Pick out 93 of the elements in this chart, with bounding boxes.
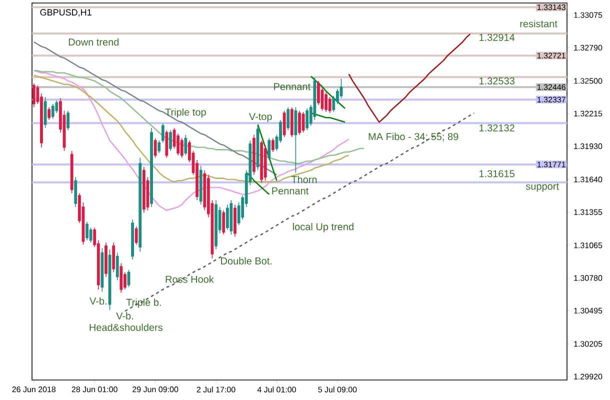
candlestick	[222, 210, 226, 235]
candlestick	[70, 150, 74, 194]
y-tick-label: 1.33075	[574, 12, 602, 18]
x-tick-label: 26 Jun 2018	[12, 386, 56, 392]
candlestick	[199, 165, 202, 206]
y-tick-label: 1.30780	[574, 275, 602, 281]
annotation: Down trend	[68, 38, 119, 46]
x-tick-label: 28 Jun 01:00	[72, 386, 118, 392]
x-tick-label: 2 Jul 17:00	[196, 386, 236, 392]
candlestick	[108, 248, 112, 310]
candlestick	[252, 134, 256, 176]
ref-line-label: 1.32446	[538, 84, 566, 90]
annotation: 1.32533	[480, 77, 514, 84]
candlestick	[268, 138, 271, 160]
candlestick	[138, 157, 142, 252]
candlestick	[290, 106, 294, 138]
annotation: V-b.	[116, 312, 133, 320]
candlestick	[324, 92, 328, 112]
annotation: Double Bot.	[221, 257, 272, 264]
y-tick-label: 1.32500	[574, 78, 602, 84]
y-tick-label: 1.31355	[574, 209, 602, 215]
line-series	[310, 76, 346, 110]
candlestick	[154, 138, 157, 158]
line-series	[246, 172, 270, 196]
ref-line-label: 1.33143	[538, 4, 566, 10]
annotation: Pennant	[274, 83, 310, 90]
annotation: MA Fibo - 34; 55; 89	[368, 132, 458, 142]
line-series	[310, 112, 346, 123]
candlestick	[74, 176, 78, 208]
candlestick	[169, 130, 172, 152]
y-tick-label: 1.30205	[574, 341, 602, 347]
candlestick	[112, 242, 116, 273]
candlestick	[51, 103, 54, 120]
text: GBPUSD,H1	[40, 9, 92, 17]
candlestick	[184, 134, 188, 156]
y-tick-label: 1.32790	[574, 44, 602, 51]
candlestick	[230, 200, 233, 235]
annotation: 1.31615	[480, 170, 514, 178]
ref-line-label: 1.31771	[538, 162, 566, 168]
candlestick	[214, 200, 218, 250]
annotation: local Up trend	[293, 222, 354, 232]
annotation: Ross Hook	[166, 275, 214, 283]
annotation: 1.32132	[480, 124, 514, 132]
candlestick	[32, 82, 36, 108]
candlestick	[131, 219, 134, 260]
candlestick	[142, 166, 146, 214]
candlestick	[48, 106, 51, 120]
annotation: resistant	[520, 20, 558, 28]
annotation: 1.32914	[480, 34, 515, 41]
y-tick-label: 1.31065	[574, 242, 602, 248]
candlestick	[271, 138, 274, 152]
candlestick	[165, 130, 168, 158]
x-tick-label: 4 Jul 01:00	[257, 386, 296, 392]
line-series	[257, 124, 278, 182]
candlestick	[180, 138, 184, 158]
candlestick	[158, 140, 161, 154]
candlestick	[260, 140, 264, 184]
x-tick-label: 29 Jun 09:00	[132, 386, 178, 392]
candlestick	[328, 96, 332, 114]
annotation: Thorn	[291, 176, 317, 184]
candlestick	[264, 144, 267, 182]
candlestick	[282, 110, 286, 138]
annotation: V-top	[248, 113, 272, 122]
y-tick-label: 1.29920	[574, 374, 602, 380]
ref-line-label: 1.32721	[538, 52, 566, 58]
candlestick	[298, 110, 301, 136]
annotation: V-b.	[90, 297, 106, 305]
ref-line-label: 1.32337	[538, 96, 566, 102]
candlestick	[306, 108, 309, 131]
candlestick	[150, 128, 153, 208]
candlestick	[286, 106, 290, 131]
y-tick-label: 1.31930	[574, 143, 602, 150]
x-tick-label: 5 Jul 09:00	[318, 386, 357, 392]
candlestick	[161, 122, 164, 144]
candlestick	[234, 204, 236, 238]
candlestick	[86, 221, 88, 241]
candlestick	[104, 242, 108, 278]
candlestick	[100, 248, 104, 292]
y-tick-label: 1.31640	[574, 176, 602, 182]
y-tick-label: 1.32215	[574, 110, 602, 116]
candlestick	[302, 111, 305, 133]
annotation: Triple top	[165, 108, 206, 118]
candlestick	[120, 262, 123, 294]
annotation: Triple b.	[126, 298, 161, 308]
candlestick	[226, 204, 229, 230]
annotation: support	[526, 183, 559, 192]
annotation: Head&shoulders	[90, 324, 163, 331]
candlestick	[116, 252, 119, 281]
annotation: Pennant	[272, 187, 309, 194]
y-tick-label: 1.30495	[574, 308, 602, 314]
candlestick	[294, 106, 298, 173]
candlestick	[134, 226, 138, 246]
candlestick	[66, 110, 70, 131]
